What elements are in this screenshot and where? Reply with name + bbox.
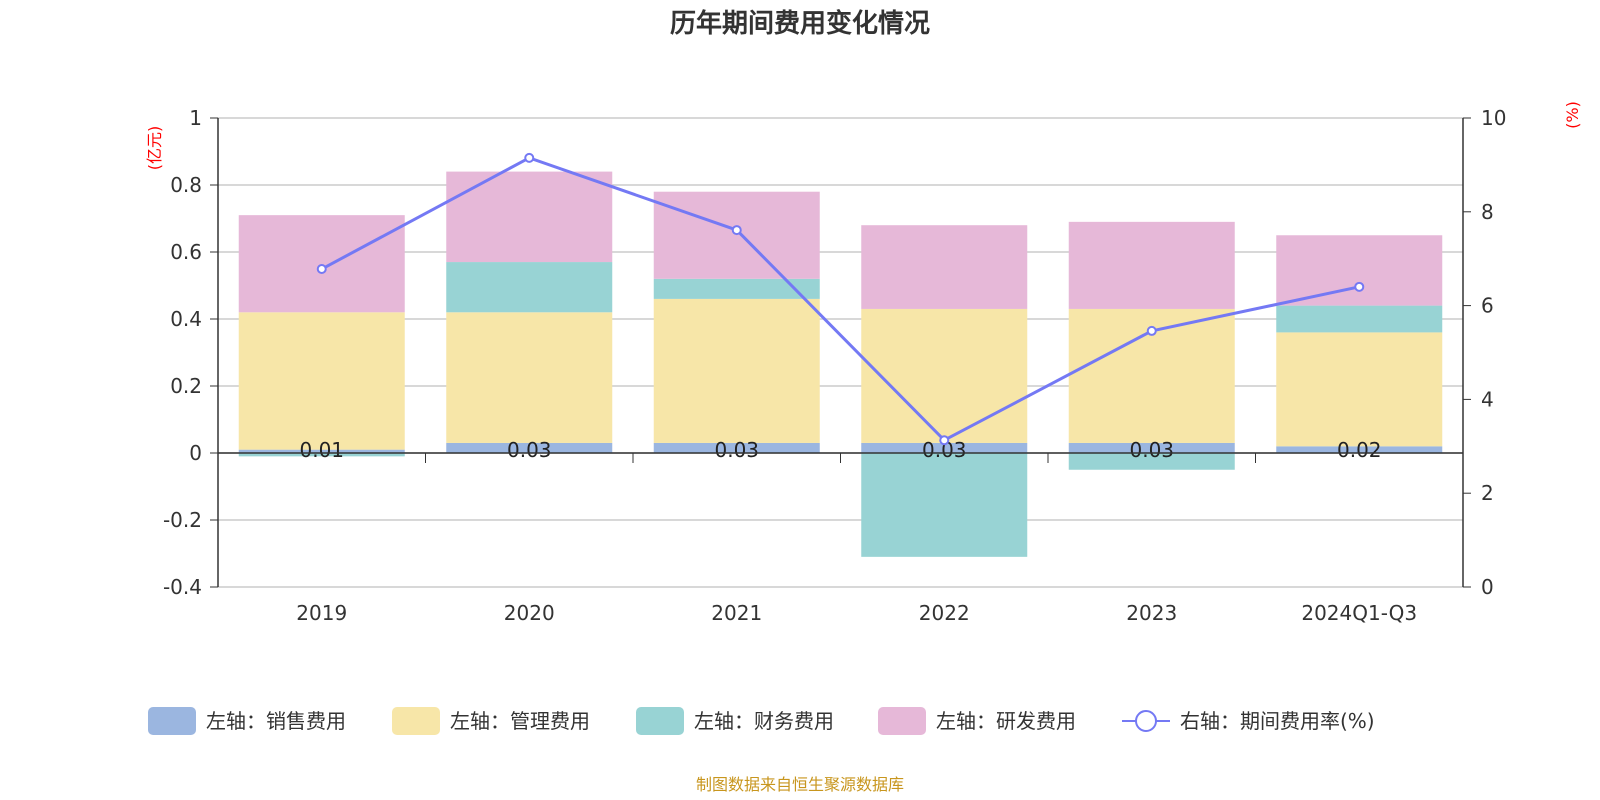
bar-左轴：管理费用: [653, 298, 820, 443]
left-tick-label: 1: [189, 106, 202, 130]
bar-左轴：财务费用: [653, 278, 820, 299]
bar-左轴：财务费用: [446, 262, 613, 313]
right-axis-label: (%): [1563, 101, 1582, 129]
right-tick-label: 10: [1481, 106, 1506, 130]
x-tick-label: 2020: [504, 601, 555, 625]
x-tick-label: 2021: [711, 601, 762, 625]
right-tick-label: 2: [1481, 481, 1494, 505]
bar-左轴：管理费用: [861, 308, 1028, 443]
left-tick-label: -0.2: [163, 508, 202, 532]
line-point: [524, 152, 535, 163]
bar-左轴：财务费用: [1068, 453, 1235, 470]
left-axis-label: (亿元): [145, 126, 164, 171]
footer-source: 制图数据来自恒生聚源数据库: [696, 775, 904, 794]
chart-title: 历年期间费用变化情况: [670, 8, 930, 39]
legend-label: 左轴：研发费用: [936, 709, 1076, 733]
legend-label: 左轴：销售费用: [206, 709, 346, 733]
left-tick-label: 0.2: [170, 374, 202, 398]
bar-左轴：财务费用: [861, 453, 1028, 557]
line-series: [321, 156, 1360, 443]
bar-左轴：研发费用: [446, 171, 613, 263]
bar-左轴：财务费用: [1276, 305, 1443, 333]
left-tick-label: 0.8: [170, 173, 202, 197]
bar-左轴：销售费用: [1276, 446, 1443, 453]
legend-circle-icon: [1135, 710, 1157, 732]
line-point: [731, 225, 742, 236]
x-tick-label: 2024Q1-Q3: [1301, 601, 1417, 625]
left-tick-label: -0.4: [163, 575, 202, 599]
bar-左轴：管理费用: [446, 312, 613, 443]
bar-左轴：研发费用: [1068, 221, 1235, 309]
bar-左轴：研发费用: [1276, 235, 1443, 306]
line-point: [316, 264, 327, 275]
bar-左轴：销售费用: [861, 442, 1028, 453]
bar-左轴：销售费用: [238, 449, 405, 453]
bar-左轴：管理费用: [238, 312, 405, 450]
right-tick-label: 0: [1481, 575, 1494, 599]
legend-swatch: [636, 707, 684, 735]
left-tick-label: 0: [189, 441, 202, 465]
bar-左轴：销售费用: [1068, 442, 1235, 453]
line-point: [1354, 281, 1365, 292]
bar-data-label: 0.01: [299, 438, 344, 462]
legend-label: 左轴：管理费用: [450, 709, 590, 733]
x-tick-label: 2023: [1126, 601, 1177, 625]
bar-data-label: 0.02: [1337, 438, 1382, 462]
bar-左轴：研发费用: [238, 215, 405, 313]
bar-data-label: 0.03: [507, 438, 552, 462]
x-tick-label: 2022: [919, 601, 970, 625]
x-tick-label: 2019: [296, 601, 347, 625]
legend-label: 左轴：财务费用: [694, 709, 834, 733]
bar-data-label: 0.03: [714, 438, 759, 462]
bar-data-label: 0.03: [1129, 438, 1174, 462]
right-tick-label: 4: [1481, 387, 1494, 411]
legend-label: 右轴：期间费用率(%): [1180, 709, 1375, 733]
bar-左轴：销售费用: [653, 442, 820, 453]
bar-左轴：研发费用: [653, 191, 820, 279]
line-point: [1146, 325, 1157, 336]
legend-swatch: [392, 707, 440, 735]
right-tick-label: 6: [1481, 294, 1494, 318]
bar-左轴：财务费用: [238, 453, 405, 457]
bar-左轴：管理费用: [1276, 332, 1443, 447]
line-point: [939, 435, 950, 446]
legend-swatch: [878, 707, 926, 735]
legend-swatch: [148, 707, 196, 735]
left-tick-label: 0.4: [170, 307, 202, 331]
right-tick-label: 8: [1481, 200, 1494, 224]
left-tick-label: 0.6: [170, 240, 202, 264]
bar-左轴：销售费用: [446, 442, 613, 453]
bar-左轴：研发费用: [861, 225, 1028, 309]
